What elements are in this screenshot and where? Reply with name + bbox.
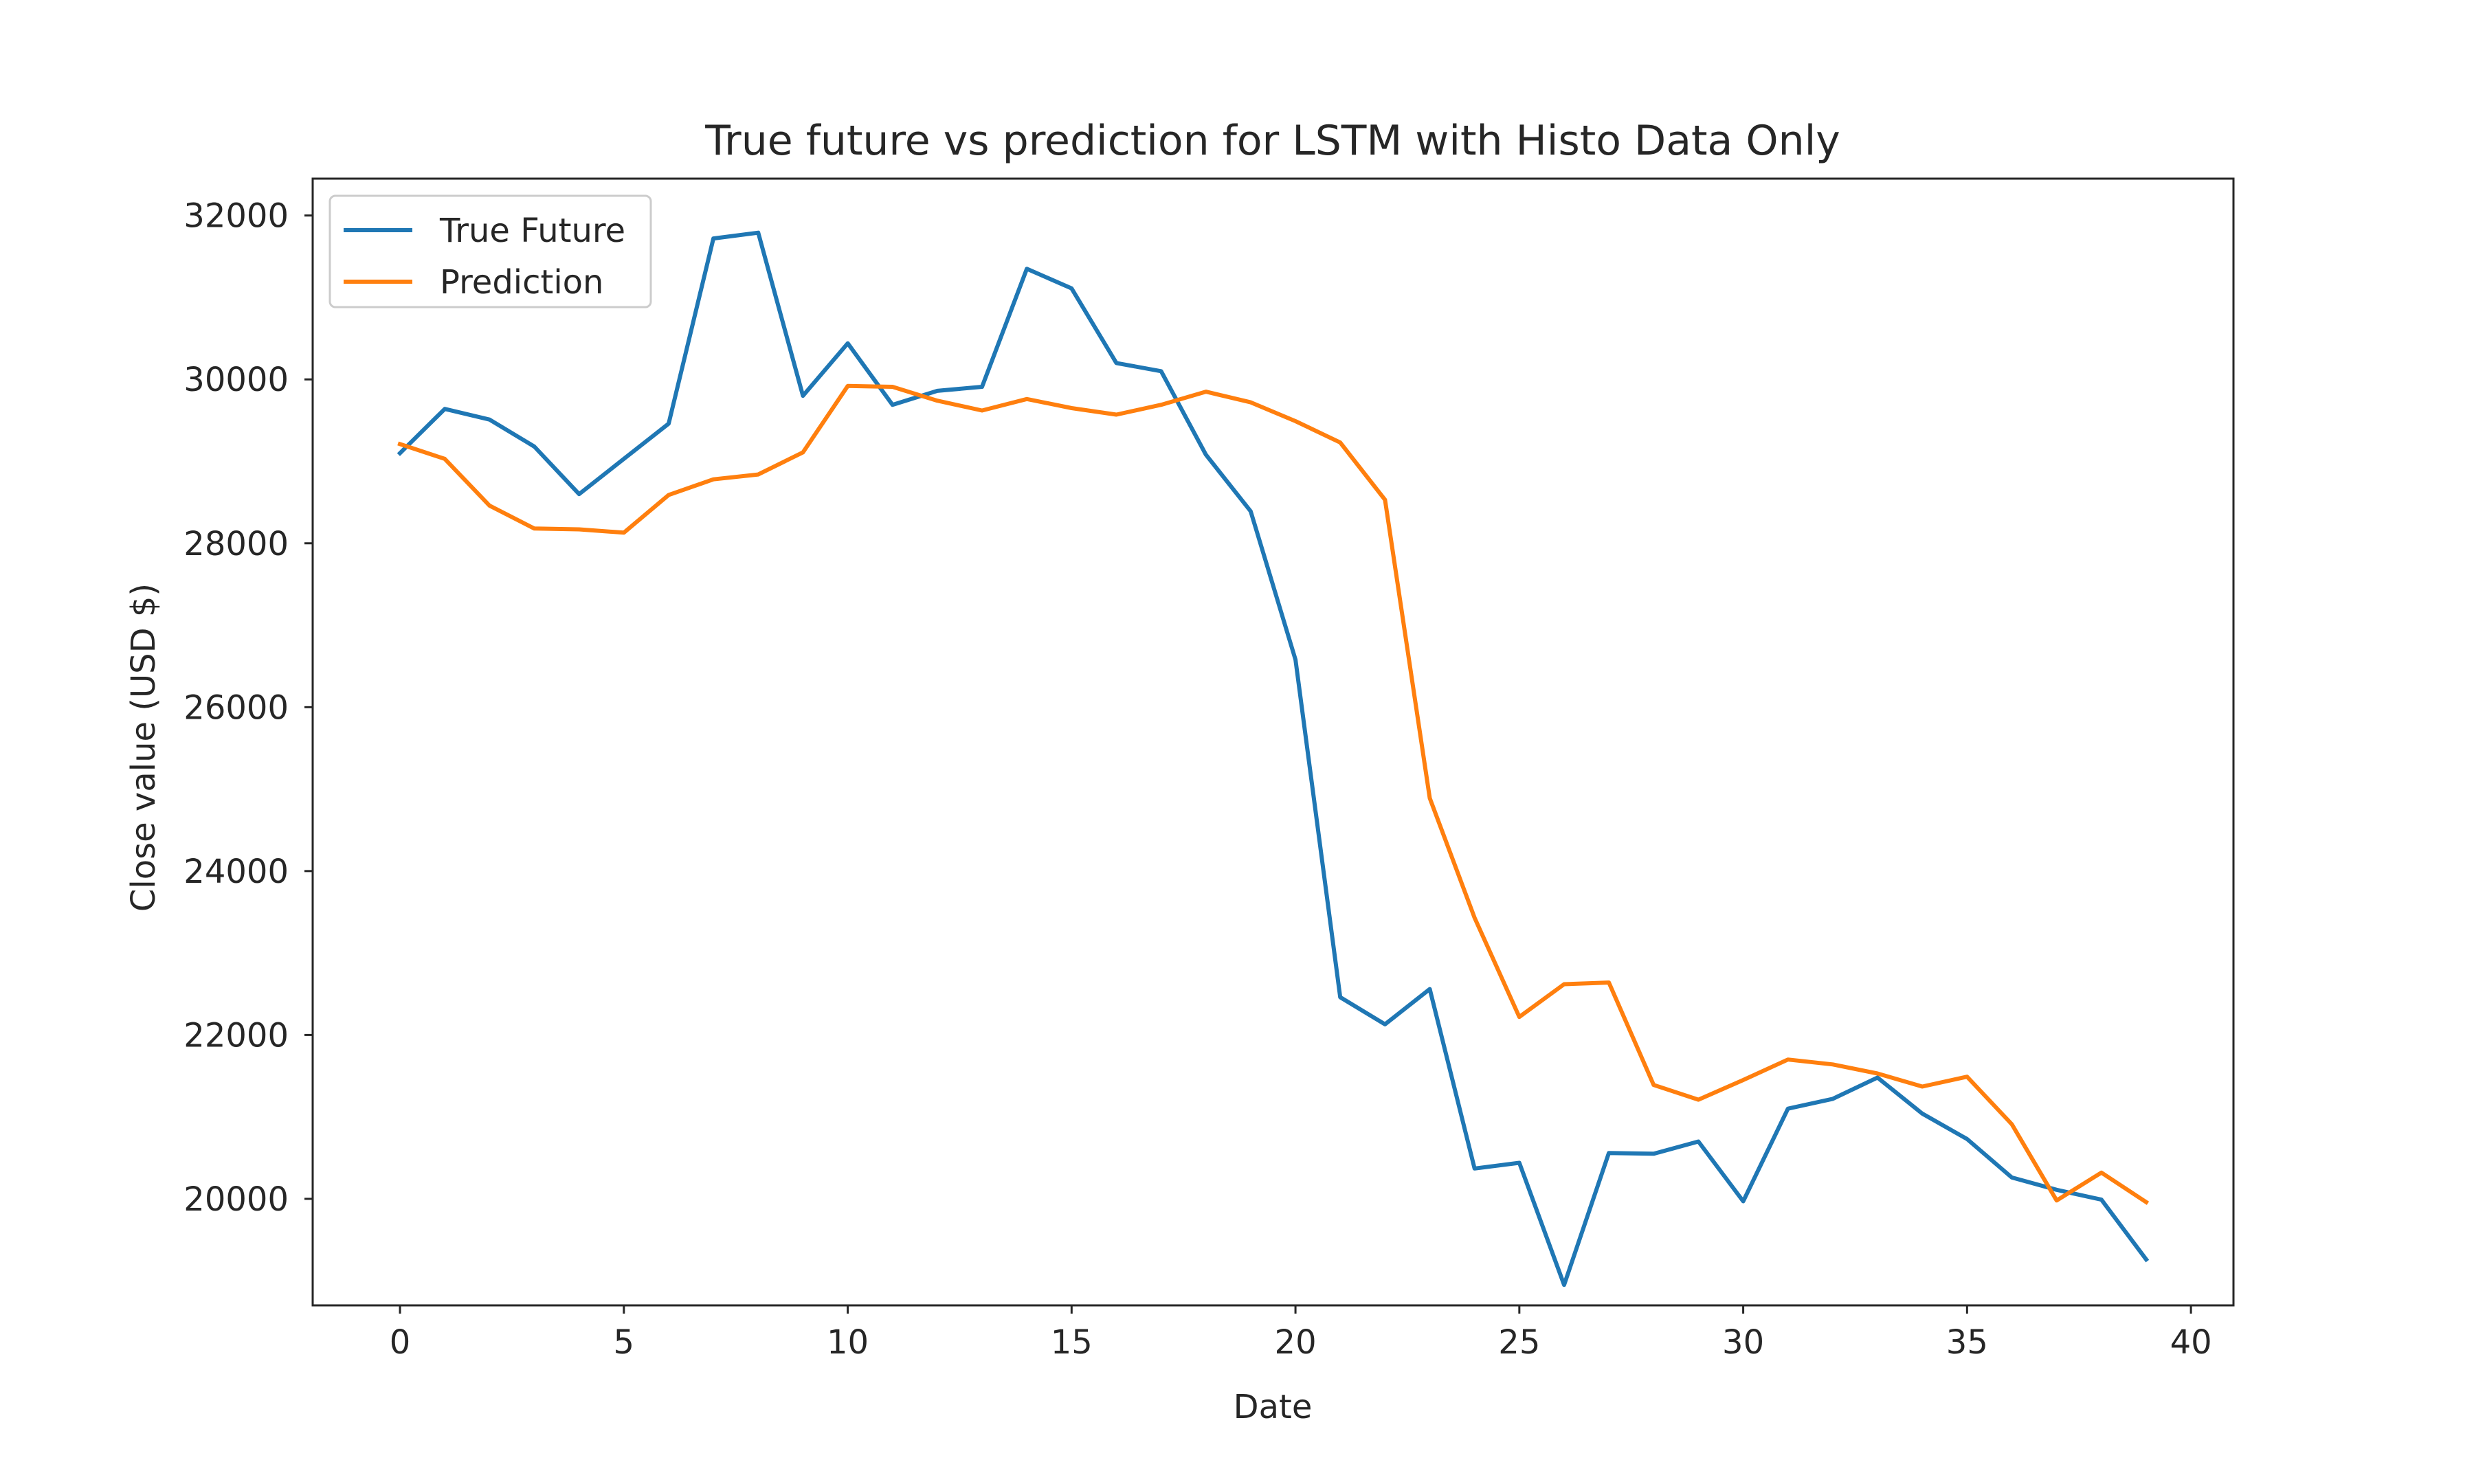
y-axis-label: Close value (USD $) [124, 583, 163, 912]
series-line-true-future [397, 230, 2150, 1288]
series-line-prediction [397, 383, 2150, 1205]
y-tick-label: 28000 [183, 525, 289, 563]
x-tick-label: 20 [1275, 1323, 1317, 1362]
legend: True Future Prediction [328, 194, 652, 308]
axes-frame [311, 177, 2235, 1307]
legend-label: Prediction [440, 263, 603, 302]
x-tick-label: 15 [1051, 1323, 1093, 1362]
y-tick-label: 30000 [183, 361, 289, 399]
x-tick-label: 30 [1722, 1323, 1764, 1362]
x-tick-label: 10 [827, 1323, 869, 1362]
x-tick-label: 35 [1946, 1323, 1988, 1362]
x-tick-label: 40 [2170, 1323, 2212, 1362]
chart-title: True future vs prediction for LSTM with … [704, 117, 1840, 165]
legend-box [328, 194, 652, 308]
y-tick-label: 22000 [183, 1016, 289, 1055]
x-axis-label: Date [1234, 1388, 1313, 1426]
legend-label: True Future [439, 212, 625, 250]
y-tick-label: 32000 [183, 197, 289, 236]
y-tick-label: 20000 [183, 1180, 289, 1219]
y-tick-label: 24000 [183, 853, 289, 891]
x-tick-label: 25 [1498, 1323, 1540, 1362]
x-tick-label: 5 [614, 1323, 635, 1362]
plot-area [397, 230, 2150, 1288]
y-tick-label: 26000 [183, 688, 289, 727]
x-tick-label: 0 [390, 1323, 411, 1362]
